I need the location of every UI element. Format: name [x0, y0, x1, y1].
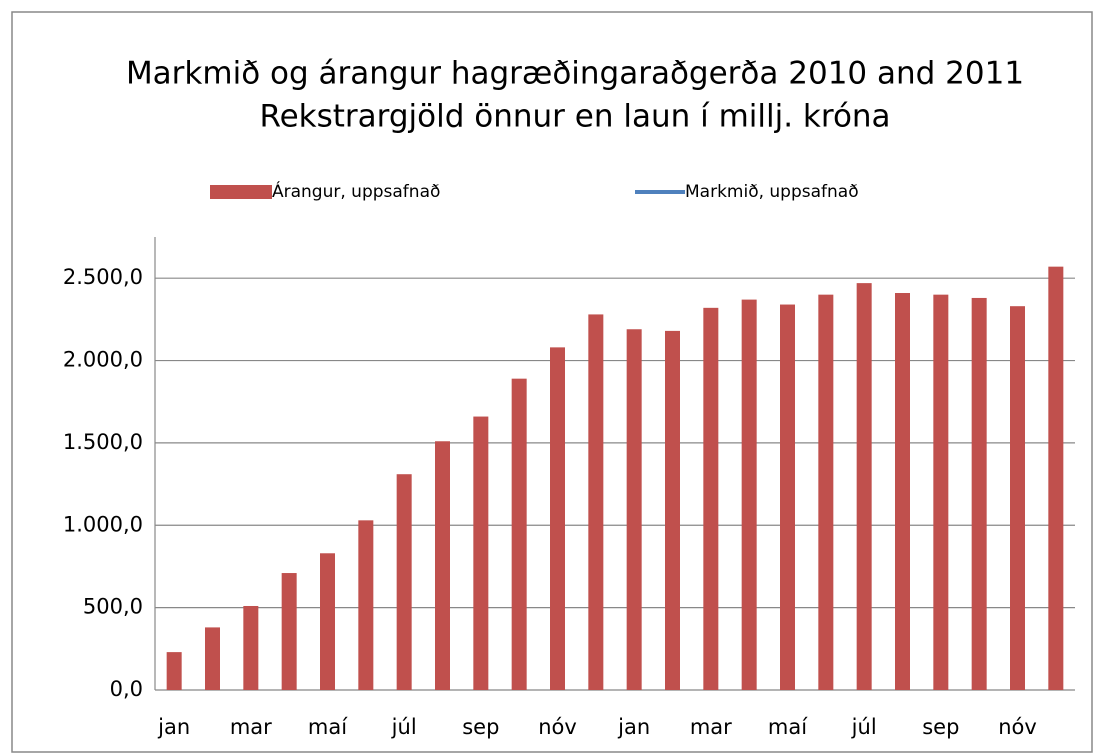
x-tick-label: sep	[922, 715, 959, 739]
bar	[703, 307, 719, 690]
y-tick-label: 500,0	[83, 595, 143, 619]
chart-title: Markmið og árangur hagræðingaraðgerða 20…	[126, 56, 1024, 92]
bar	[243, 605, 259, 690]
chart-subtitle: Rekstrargjöld önnur en laun í millj. kró…	[259, 99, 890, 135]
bar	[166, 652, 182, 690]
bar	[435, 441, 450, 690]
x-tick-label: jan	[617, 715, 650, 739]
x-tick-label: maí	[768, 715, 808, 739]
bar	[396, 474, 412, 690]
legend-swatch	[210, 185, 272, 199]
x-tick-label: sep	[462, 715, 499, 739]
bar	[205, 627, 220, 690]
bar	[933, 294, 949, 690]
legend-label: Markmið, uppsafnað	[685, 182, 859, 202]
bar	[511, 378, 527, 690]
bar	[320, 553, 335, 690]
legend-label: Árangur, uppsafnað	[272, 180, 440, 202]
bar	[358, 520, 374, 690]
x-tick-label: júl	[851, 715, 877, 739]
x-tick-label: nóv	[538, 715, 577, 739]
x-tick-label: maí	[308, 715, 348, 739]
bar	[626, 329, 642, 690]
bar	[550, 347, 565, 690]
bar	[665, 330, 680, 690]
bar	[473, 416, 489, 690]
bar	[780, 304, 795, 690]
y-tick-label: 0,0	[110, 677, 143, 701]
x-tick-label: nóv	[998, 715, 1037, 739]
x-tick-label: mar	[690, 715, 732, 739]
bar	[1010, 306, 1025, 690]
bar	[818, 294, 834, 690]
y-tick-label: 1.000,0	[63, 512, 143, 536]
bar	[281, 573, 297, 690]
bar	[1048, 266, 1064, 690]
x-tick-label: mar	[230, 715, 272, 739]
bar	[741, 299, 757, 690]
bar	[971, 297, 987, 690]
bar	[856, 283, 872, 690]
bar	[588, 314, 604, 690]
y-tick-label: 2.500,0	[63, 265, 143, 289]
y-tick-label: 2.000,0	[63, 348, 143, 372]
bar	[895, 293, 910, 690]
x-tick-label: júl	[391, 715, 417, 739]
y-tick-label: 1.500,0	[63, 430, 143, 454]
x-tick-label: jan	[157, 715, 190, 739]
